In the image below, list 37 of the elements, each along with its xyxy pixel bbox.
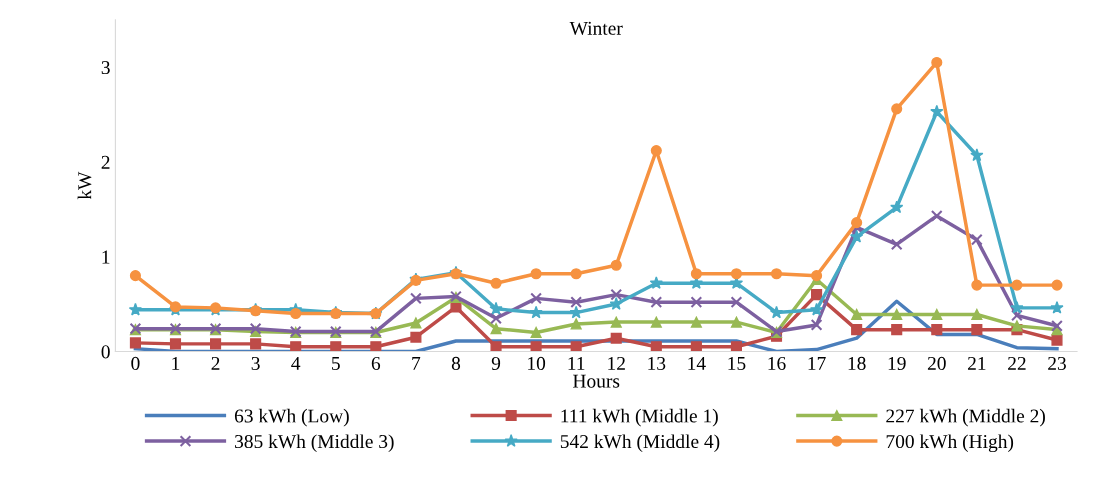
x-tick-label: 11 [568,356,585,370]
y-tick-label: 3 [101,61,110,75]
x-tick-label: 20 [927,356,946,370]
x-tick-label: 13 [648,356,666,370]
x-tick-label: 8 [451,356,461,370]
x-tick-label: 1 [172,356,180,370]
x-tick-label: 3 [251,356,260,370]
x-tick-label: 15 [728,356,746,370]
x-tick-label: 17 [808,356,826,370]
x-tick-label: 18 [848,356,866,370]
x-tick-label: 5 [332,357,340,370]
x-tick-label: 14 [688,356,706,370]
y-tick-label: 2 [101,155,110,169]
x-tick-label: 7 [412,357,421,370]
y-tick-label: 1 [102,250,110,264]
x-tick-label: 10 [528,356,546,370]
x-axis-title: Hours [573,374,620,388]
x-tick-label: 6 [371,356,381,370]
x-tick-label: 0 [131,356,140,370]
x-tick-label: 9 [491,356,501,370]
legend-label: 385 kWh (Middle 3) [235,434,394,453]
x-tick-label: 21 [967,356,986,370]
x-tick-label: 2 [211,356,220,370]
x-tick-label: 4 [291,357,301,370]
legend-label: 227 kWh (Middle 2) [886,408,1045,427]
legend-label: 63 kWh (Low) [234,408,349,427]
y-tick-label: 0 [101,345,110,359]
legend-label: 542 kWh (Middle 4) [560,434,720,453]
x-tick-label: 22 [1008,356,1026,370]
chart-title: Winter [569,21,623,35]
x-tick-label: 19 [888,356,906,370]
legend-label: 700 kWh (High) [886,434,1014,453]
y-axis-title: kW [77,171,92,200]
x-tick-label: 16 [768,356,786,370]
x-tick-label: 12 [608,356,625,370]
x-tick-label: 23 [1048,356,1066,370]
legend-label: 111 kWh (Middle 1) [561,408,718,427]
